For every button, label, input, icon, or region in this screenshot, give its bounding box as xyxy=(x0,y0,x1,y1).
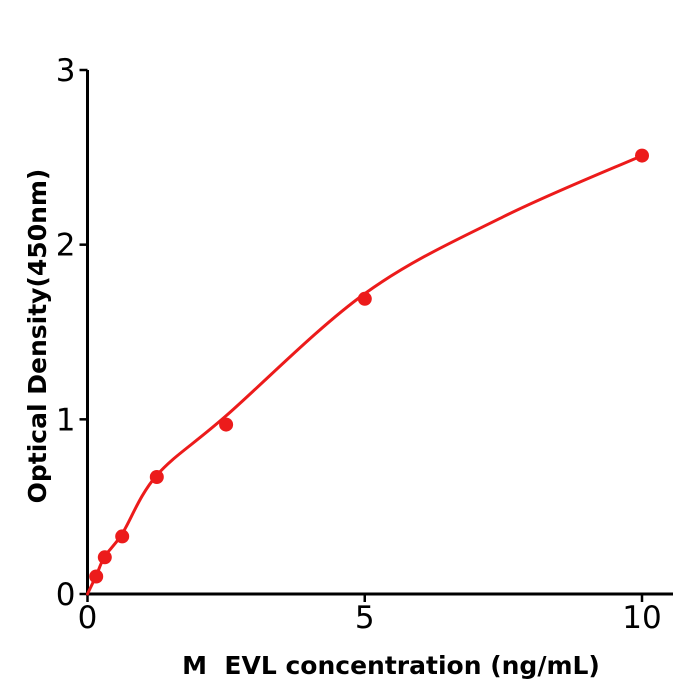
tick-layer: 0 1 2 3 0 5 10 xyxy=(56,53,662,636)
fit-curve xyxy=(86,154,644,596)
data-point xyxy=(89,569,104,584)
data-point xyxy=(115,529,130,544)
y-tick-label: 0 xyxy=(56,577,76,613)
data-point xyxy=(149,470,164,484)
series-layer xyxy=(86,148,649,596)
data-point xyxy=(97,550,112,565)
data-point xyxy=(357,291,372,306)
data-point xyxy=(219,417,234,432)
x-axis-title: M EVL concentration (ng/mL) xyxy=(182,651,600,680)
data-point xyxy=(635,148,649,163)
x-tick-label: 0 xyxy=(78,600,98,636)
y-tick-label: 3 xyxy=(56,53,76,89)
y-tick-label: 1 xyxy=(56,402,76,438)
y-axis-title: Optical Density(450nm) xyxy=(23,169,52,504)
axes-layer xyxy=(86,70,673,596)
x-tick-label: 5 xyxy=(355,600,375,636)
y-tick-label: 2 xyxy=(56,228,76,264)
x-tick-label: 10 xyxy=(622,600,661,636)
